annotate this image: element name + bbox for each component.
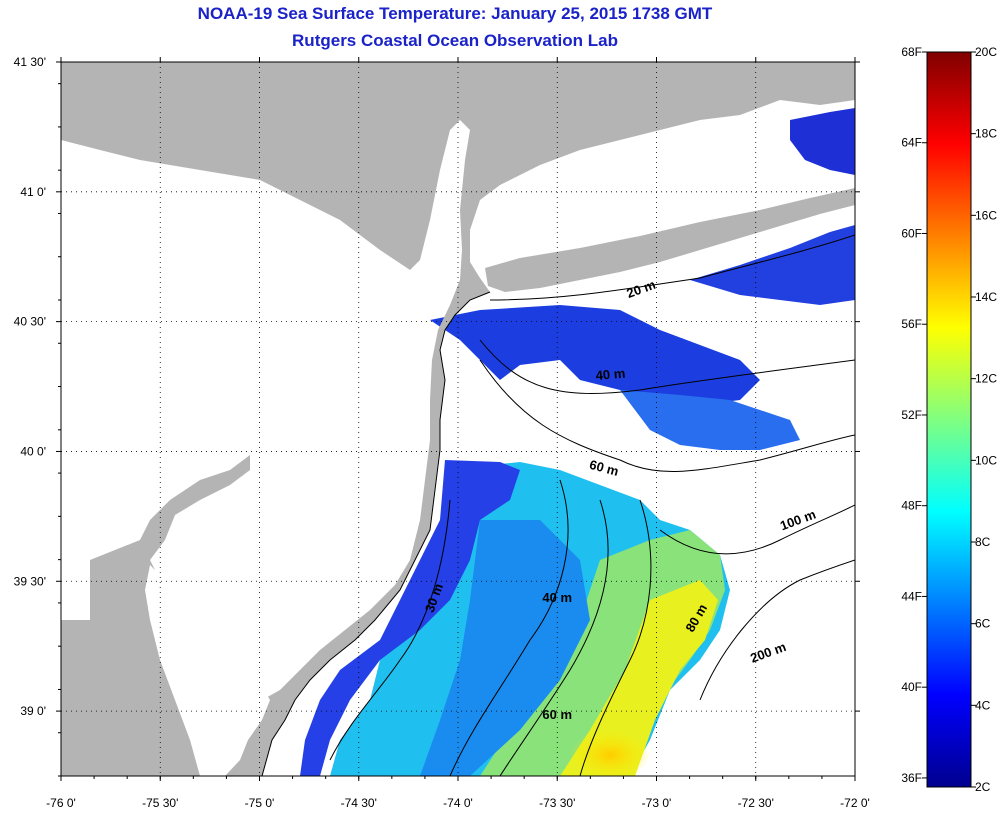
bathymetry-contours: [261, 234, 855, 776]
x-tick-label: -74 0': [443, 796, 473, 810]
sst-field-mid-blue: [420, 520, 590, 776]
colorbar-celsius-label: 8C: [975, 535, 991, 549]
colorbar-fahrenheit-label: 48F: [901, 499, 922, 513]
x-tick-label: -74 30': [341, 796, 377, 810]
map-subtitle: Rutgers Coastal Ocean Observation Lab: [292, 31, 618, 50]
x-tick-label: -73 0': [642, 796, 672, 810]
sst-warm-core: [570, 730, 650, 776]
contour-200m: [699, 559, 855, 701]
contour-20m: [489, 234, 855, 301]
sst-field-ne-corner: [790, 108, 855, 175]
contour-label: 40 m: [595, 366, 626, 384]
colorbar: 20C 18C 16C 14C 12C 10C 8C 6C 4C 2C 68F 64F 60F 56F 52…: [901, 45, 997, 794]
colorbar-fahrenheit-label: 36F: [901, 771, 922, 785]
sst-field-north-east: [620, 390, 800, 450]
land-long-island: [485, 188, 855, 292]
colorbar-fahrenheit-label: 40F: [901, 680, 922, 694]
delaware-bay: [145, 565, 270, 776]
contour-label: 40 m: [542, 590, 572, 605]
colorbar-celsius-label: 10C: [975, 453, 997, 467]
contour-60m-south: [499, 499, 609, 776]
colorbar-celsius-label: 20C: [975, 45, 997, 59]
y-tick-label: 41 30': [14, 55, 46, 69]
colorbar-scale: [926, 51, 972, 788]
map-title: NOAA-19 Sea Surface Temperature: January…: [197, 4, 713, 23]
sst-field-north: [430, 305, 760, 405]
colorbar-celsius-label: 18C: [975, 127, 997, 141]
sst-field-ne-strip: [690, 225, 855, 305]
land-delmarva: [61, 640, 200, 776]
contour-40m: [479, 339, 855, 394]
contour-60m-north: [479, 359, 855, 472]
colorbar-celsius-label: 14C: [975, 290, 997, 304]
y-tick-label: 39 0': [20, 704, 46, 718]
colorbar-fahrenheit-label: 56F: [901, 317, 922, 331]
y-tick-label: 41 0': [20, 185, 46, 199]
colorbar-fahrenheit-label: 44F: [901, 589, 922, 603]
x-tick-label: -72 0': [840, 796, 870, 810]
y-tick-label: 40 30': [14, 315, 46, 329]
sst-field-inshore-south: [300, 460, 520, 776]
contour-100m: [659, 504, 855, 555]
map-grid: [61, 62, 855, 776]
colorbar-celsius-label: 6C: [975, 617, 991, 631]
colorbar-celsius-label: 2C: [975, 780, 991, 794]
colorbar-celsius-label: 4C: [975, 698, 991, 712]
colorbar-celsius-label: 16C: [975, 208, 997, 222]
contour-80m: [579, 499, 652, 776]
colorbar-fahrenheit-label: 60F: [901, 226, 922, 240]
y-tick-label: 40 0': [20, 444, 46, 458]
coast-outline: [261, 291, 491, 776]
sst-field-yellow: [560, 580, 718, 776]
y-tick-label: 39 30': [14, 574, 46, 588]
x-tick-label: -75 0': [245, 796, 275, 810]
x-tick-label: -75 30': [142, 796, 178, 810]
x-tick-label: -73 30': [539, 796, 575, 810]
x-tick-label: -76 0': [46, 796, 76, 810]
axis-ticks: -76 0' -75 30' -75 0' -74 30' -74 0' -73 30' -…: [14, 55, 870, 810]
contour-30m: [329, 499, 451, 761]
contour-label: 60 m: [588, 457, 621, 479]
contour-label: 60 m: [542, 707, 572, 722]
colorbar-celsius-label: 12C: [975, 372, 997, 386]
colorbar-fahrenheit-label: 64F: [901, 136, 922, 150]
x-tick-label: -72 30': [738, 796, 774, 810]
colorbar-fahrenheit-label: 52F: [901, 408, 922, 422]
colorbar-fahrenheit-label: 68F: [901, 45, 922, 59]
contour-40m-south: [449, 479, 569, 776]
